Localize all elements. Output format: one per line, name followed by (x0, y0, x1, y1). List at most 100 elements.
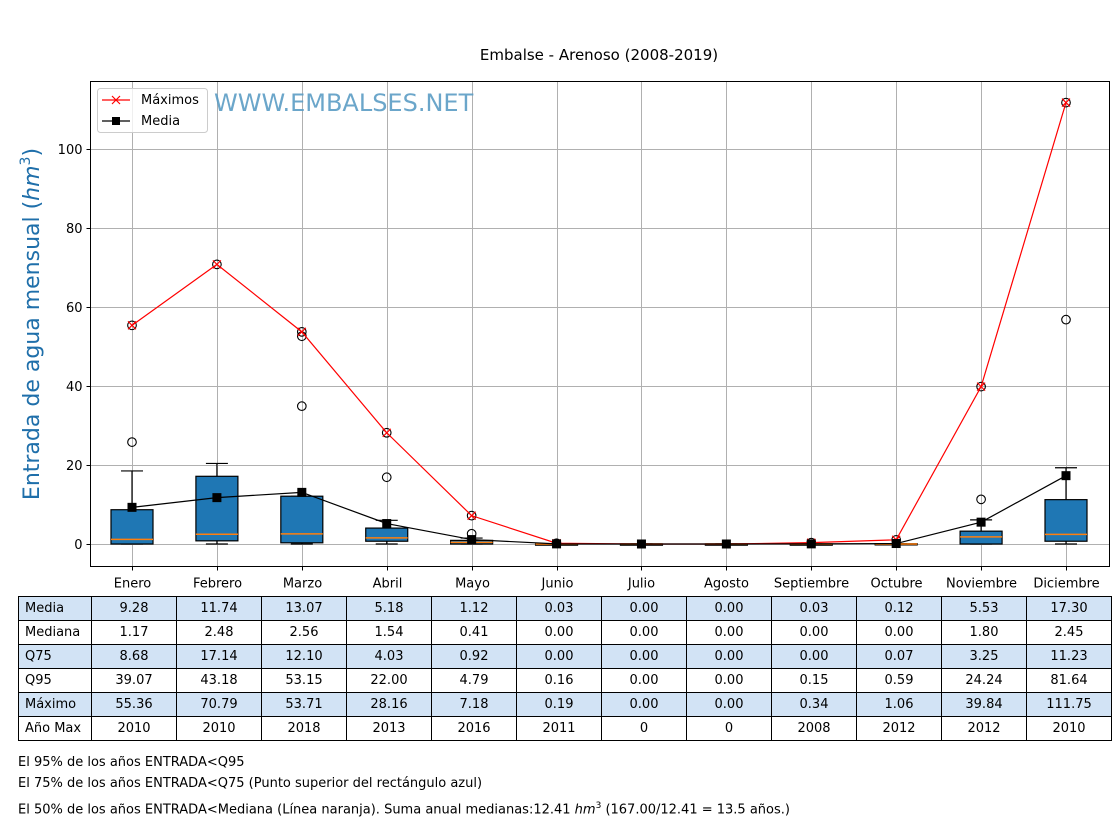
table-cell: 81.64 (1026, 668, 1112, 693)
table-cell: 22.00 (346, 668, 432, 693)
outlier-point (381, 472, 392, 483)
grid (90, 81, 1110, 567)
table-cell: 28.16 (346, 692, 432, 717)
table-cell: 53.71 (261, 692, 347, 717)
table-cell: 8.68 (91, 644, 177, 669)
box-iqr (280, 495, 324, 544)
x-tick-label: Enero (114, 577, 152, 592)
table-cell: 0.03 (516, 596, 602, 621)
maximos-point (297, 327, 307, 337)
watermark-text: WWW.EMBALSES.NET (214, 89, 474, 117)
table-cell: 2.45 (1026, 620, 1112, 645)
table-cell: 43.18 (176, 668, 262, 693)
media-point (721, 539, 731, 549)
media-point (552, 539, 562, 549)
outlier-point (466, 510, 477, 521)
legend-maximos-label: Máximos (141, 93, 199, 108)
table-cell: 0.92 (431, 644, 517, 669)
table-cell: 0.41 (431, 620, 517, 645)
table-row: Mediana 1.17 2.48 2.56 1.54 0.41 0.00 0.00 0.00 0… (18, 620, 1112, 645)
table-cell: 0 (686, 716, 772, 741)
table-cell: 9.28 (91, 596, 177, 621)
table-cell: 0.19 (516, 692, 602, 717)
box-iqr (365, 527, 409, 542)
x-tick-label: Julio (627, 577, 655, 592)
outlier-point (976, 494, 986, 505)
table-cell: 2.56 (261, 620, 347, 645)
media-point (212, 493, 222, 503)
table-cell: 2018 (261, 716, 347, 741)
outlier-point (212, 259, 222, 270)
series-line-media (131, 475, 1067, 545)
outlier-point (976, 381, 986, 392)
media-point (382, 519, 392, 529)
media-point (127, 502, 137, 512)
table-cell: 0.07 (856, 644, 942, 669)
x-tick-label: Abril (373, 577, 403, 592)
table-cell: 2012 (941, 716, 1027, 741)
table-cell: 11.23 (1026, 644, 1112, 669)
table-cell: 2008 (771, 716, 857, 741)
table-cell: 0.34 (771, 692, 857, 717)
box-febrero (195, 259, 239, 545)
x-tick-label: Octubre (870, 577, 922, 592)
table-cell: 0.00 (601, 692, 687, 717)
table-cell: 2016 (431, 716, 517, 741)
note-median: El 50% de los años ENTRADA<Mediana (Líne… (18, 794, 790, 822)
x-tick-label: Febrero (193, 577, 242, 592)
boxes (110, 97, 1088, 549)
y-tick-label: 100 (58, 143, 83, 158)
x-tick-label: Noviembre (946, 577, 1017, 592)
row-label: Media (18, 596, 92, 621)
table-cell: 0.00 (686, 668, 772, 693)
table-cell: 17.30 (1026, 596, 1112, 621)
series-line-maximos (131, 102, 1067, 545)
box-marzo (280, 326, 324, 545)
media-point (297, 487, 307, 497)
table-cell: 12.10 (261, 644, 347, 669)
table-cell: 4.79 (431, 668, 517, 693)
plot-frame (90, 81, 1110, 567)
table-cell: 39.07 (91, 668, 177, 693)
table-cell: 0.00 (686, 596, 772, 621)
table-cell: 39.84 (941, 692, 1027, 717)
table-cell: 4.03 (346, 644, 432, 669)
outlier-point (127, 320, 137, 331)
box-diciembre (1044, 97, 1088, 545)
note-q95: El 95% de los años ENTRADA<Q95 (18, 755, 245, 770)
box-noviembre (959, 381, 1003, 545)
table-cell: 0.00 (601, 668, 687, 693)
x-tick-label: Septiembre (774, 577, 849, 592)
table-cell: 0.00 (771, 620, 857, 645)
legend-maximos-x-icon (111, 95, 121, 105)
y-axis: 0 20 40 60 80 100 (58, 143, 91, 553)
note-median-unit-exp: 3 (595, 801, 602, 811)
table-cell: 13.07 (261, 596, 347, 621)
table-cell: 0.00 (686, 620, 772, 645)
table-cell: 1.17 (91, 620, 177, 645)
legend: Máximos Media (97, 88, 208, 133)
table-cell: 111.75 (1026, 692, 1112, 717)
media-point (1061, 471, 1071, 481)
chart-title: Embalse - Arenoso (2008-2019) (480, 46, 718, 64)
x-tick-label: Agosto (704, 577, 749, 592)
outlier-point (296, 401, 307, 411)
table-cell: 2010 (1026, 716, 1112, 741)
table-row: Q75 8.68 17.14 12.10 4.03 0.92 0.00 0.00 0.00 0.0… (18, 644, 1112, 669)
outlier-point (1061, 97, 1071, 108)
stats-table: Media 9.28 11.74 13.07 5.18 1.12 0.03 0.00 0.00 0… (18, 596, 1112, 741)
table-row: Q95 39.07 43.18 53.15 22.00 4.79 0.16 0.00 0.00 0… (18, 668, 1112, 693)
table-cell: 70.79 (176, 692, 262, 717)
series-lines (127, 98, 1071, 549)
media-point (467, 535, 477, 545)
table-cell: 7.18 (431, 692, 517, 717)
table-cell: 17.14 (176, 644, 262, 669)
table-row: Media 9.28 11.74 13.07 5.18 1.12 0.03 0.00 0.00 0… (18, 596, 1112, 621)
table-cell: 3.25 (941, 644, 1027, 669)
table-cell: 2013 (346, 716, 432, 741)
outlier-point (127, 437, 137, 447)
media-point (891, 539, 901, 549)
x-tick-label: Marzo (283, 577, 322, 592)
table-cell: 1.12 (431, 596, 517, 621)
note-q75: El 75% de los años ENTRADA<Q75 (Punto su… (18, 776, 483, 791)
